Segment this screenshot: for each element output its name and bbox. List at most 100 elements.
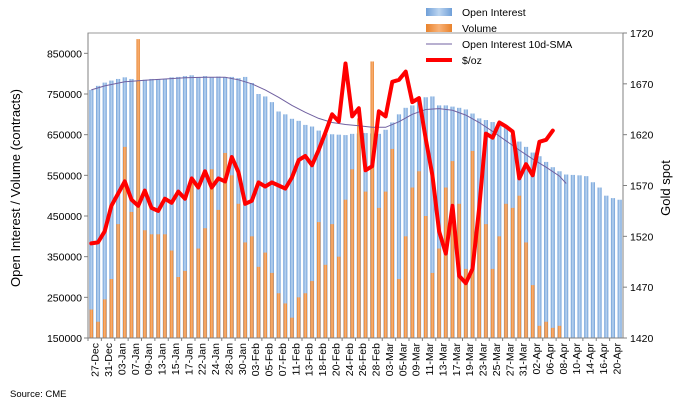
open-interest-bar	[289, 118, 295, 338]
x-tick-label: 19-Mar	[464, 343, 476, 377]
volume-bar	[136, 39, 140, 338]
open-interest-bar	[249, 83, 254, 339]
volume-bar	[430, 272, 435, 338]
x-tick-label: 27-Mar	[504, 342, 516, 376]
volume-bar	[216, 209, 221, 338]
left-tick-label: 850000	[47, 48, 82, 60]
open-interest-bar	[142, 79, 147, 339]
volume-bar	[423, 216, 428, 338]
left-tick-label: 550000	[47, 170, 82, 182]
x-tick-label: 13-Mar	[437, 342, 449, 376]
volume-bar	[504, 203, 508, 338]
volume-bar	[310, 281, 314, 338]
volume-bar	[537, 325, 542, 338]
volume-bar	[203, 228, 207, 338]
axes	[84, 32, 627, 341]
x-tick-label: 17-Mar	[451, 342, 463, 376]
x-tick-label: 03-Jan	[116, 343, 128, 375]
legend-label: Open Interest	[462, 7, 526, 19]
right-tick-label: 1520	[630, 231, 654, 243]
volume-bar	[196, 248, 201, 338]
volume-bar	[403, 236, 408, 338]
open-interest-bar	[263, 96, 268, 338]
volume-bar	[530, 285, 535, 338]
legend-label: Open Interest 10d-SMA	[462, 39, 572, 51]
open-interest-bar	[269, 102, 274, 338]
volume-bar	[270, 272, 274, 338]
open-interest-bar	[169, 77, 174, 339]
x-tick-label: 05-Feb	[264, 343, 276, 376]
open-interest-bar	[610, 198, 616, 338]
volume-bar	[484, 224, 488, 338]
left-tick-label: 450000	[47, 211, 82, 223]
x-tick-labels: 27-Dec 31-Dec 03-Jan 07-Jan 09-Jan 13-Jan 15-J…	[90, 342, 624, 376]
x-tick-label: 31-Mar	[518, 343, 530, 377]
volume-bar	[343, 199, 348, 338]
open-interest-bar	[162, 78, 167, 338]
x-tick-label: 24-Feb	[344, 343, 356, 376]
x-tick-label: 27-Dec	[90, 343, 102, 377]
left-tick-label: 350000	[47, 252, 82, 264]
volume-bar	[477, 211, 481, 338]
x-tick-label: 14-Apr	[585, 343, 597, 375]
volume-bar	[383, 191, 388, 338]
right-tick-label: 1670	[630, 79, 654, 91]
gold-price-line	[89, 61, 555, 286]
open-interest-bar	[182, 76, 188, 339]
legend: Open Interest Volume Open Interest 10d-SMA…	[426, 7, 572, 67]
volume-bar	[517, 195, 522, 338]
volume-bar	[123, 146, 127, 338]
open-interest-bar	[256, 94, 261, 338]
open-interest-bar	[577, 175, 582, 338]
volume-bar	[377, 207, 381, 338]
open-interest-bar	[570, 174, 575, 338]
right-tick-label: 1470	[630, 282, 654, 294]
right-tick-label: 1570	[630, 181, 654, 193]
volume-bar	[223, 152, 227, 338]
open-interest-bar	[89, 89, 94, 338]
volume-bar	[209, 169, 214, 338]
volume-bar	[470, 150, 475, 338]
open-interest-bar	[604, 195, 609, 338]
volume-bar	[176, 277, 181, 338]
x-tick-label: 09-Mar	[411, 343, 423, 377]
x-tick-label: 11-Mar	[424, 343, 436, 376]
volume-bar	[236, 203, 241, 338]
volume-bar	[397, 279, 401, 338]
x-tick-label: 20-Feb	[330, 343, 342, 376]
volume-bar	[303, 293, 308, 338]
volume-bar	[437, 248, 441, 338]
volume-bar	[350, 169, 354, 338]
x-tick-label: 13-Jan	[157, 343, 169, 375]
volume-bar	[109, 279, 114, 338]
left-tick-label: 250000	[47, 292, 82, 304]
volume-bar	[544, 321, 548, 338]
left-y-tick-labels: 150000 250000 350000 450000 550000 650000 7500…	[47, 48, 82, 345]
open-interest-bar	[116, 78, 121, 338]
open-interest-bar	[276, 111, 281, 338]
volume-bar	[263, 252, 267, 338]
volume-bar	[417, 171, 421, 338]
open-interest-bar	[323, 133, 328, 338]
right-tick-label: 1420	[630, 333, 654, 345]
open-interest-bar	[309, 126, 315, 339]
left-tick-label: 150000	[47, 333, 82, 345]
volume-bar	[163, 234, 167, 338]
x-tick-label: 07-Feb	[277, 343, 289, 376]
open-interest-bar	[564, 174, 569, 338]
legend-swatch-open-interest	[426, 8, 452, 16]
open-interest-bar	[617, 199, 622, 338]
open-interest-bar	[102, 82, 107, 338]
volume-bar	[363, 191, 368, 338]
volume-bar	[276, 293, 281, 338]
legend-label: Volume	[462, 23, 497, 35]
open-interest-bar	[303, 124, 308, 338]
x-tick-label: 20-Apr	[611, 342, 623, 374]
volume-bar	[337, 256, 341, 338]
x-tick-label: 09-Jan	[143, 343, 155, 375]
legend-label: $/oz	[462, 55, 482, 67]
x-tick-label: 28-Jan	[223, 343, 235, 375]
x-tick-label: 07-Jan	[130, 343, 142, 375]
volume-bar	[102, 299, 107, 338]
right-y-tick-labels: 1420 1470 1520 1570 1620 1670 1720	[630, 28, 654, 345]
